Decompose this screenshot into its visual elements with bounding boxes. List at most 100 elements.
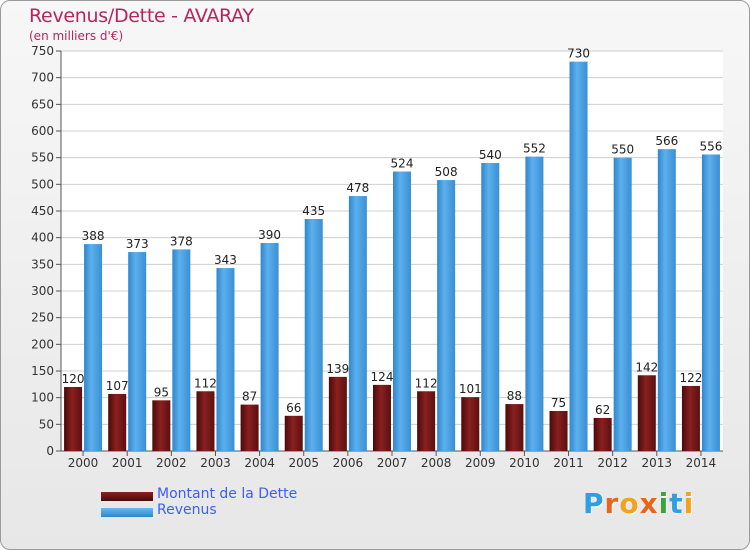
data-label: 122 <box>679 371 702 385</box>
data-label: 435 <box>302 204 325 218</box>
y-tick-label: 250 <box>31 311 54 325</box>
x-tick-label: 2002 <box>156 456 187 470</box>
bar-dette <box>681 385 700 451</box>
bar-dette <box>637 375 656 451</box>
bar-revenus <box>172 249 191 451</box>
data-label: 478 <box>346 181 369 195</box>
data-label: 95 <box>154 385 169 399</box>
x-tick-label: 2012 <box>597 456 628 470</box>
data-label: 107 <box>106 379 129 393</box>
x-tick-label: 2004 <box>244 456 275 470</box>
x-tick-label: 2000 <box>68 456 99 470</box>
bar-revenus <box>657 149 676 451</box>
legend-label-dette: Montant de la Dette <box>157 486 298 502</box>
x-tick-label: 2006 <box>333 456 364 470</box>
data-label: 552 <box>523 142 546 156</box>
bar-revenus <box>437 180 456 452</box>
bar-revenus <box>348 196 367 451</box>
data-label: 540 <box>479 148 502 162</box>
y-tick-label: 700 <box>31 71 54 85</box>
bar-revenus <box>613 157 632 451</box>
y-tick-label: 350 <box>31 257 54 271</box>
logo-letter: o <box>619 487 640 520</box>
x-tick-label: 2009 <box>465 456 496 470</box>
bar-revenus <box>569 61 588 452</box>
bar-revenus <box>216 268 235 451</box>
data-label: 373 <box>126 237 149 251</box>
bar-dette <box>505 404 524 451</box>
bar-dette <box>328 376 347 451</box>
data-label: 139 <box>326 362 349 376</box>
x-tick-label: 2014 <box>686 456 717 470</box>
data-label: 101 <box>459 382 482 396</box>
data-label: 566 <box>655 134 678 148</box>
logo-letter: P <box>583 487 605 520</box>
data-label: 66 <box>286 401 301 415</box>
bar-dette <box>196 391 215 451</box>
data-label: 87 <box>242 390 257 404</box>
bar-dette <box>152 400 171 451</box>
data-label: 112 <box>194 376 217 390</box>
y-tick-label: 650 <box>31 97 54 111</box>
plot-area <box>61 51 723 451</box>
data-label: 388 <box>82 229 105 243</box>
x-tick-label: 2013 <box>642 456 673 470</box>
bar-dette <box>240 404 259 451</box>
data-label: 390 <box>258 228 281 242</box>
data-label: 508 <box>435 165 458 179</box>
y-tick-label: 0 <box>46 444 54 458</box>
logo-letter: i <box>658 487 670 520</box>
data-label: 142 <box>635 360 658 374</box>
bar-revenus <box>525 156 544 451</box>
legend-swatch-dette <box>101 492 153 501</box>
data-label: 112 <box>415 376 438 390</box>
legend-swatch-revenus <box>101 508 153 517</box>
bar-dette <box>373 384 391 451</box>
bar-dette <box>64 387 83 451</box>
bar-revenus <box>304 219 323 451</box>
y-tick-label: 150 <box>31 364 54 378</box>
x-tick-label: 2007 <box>377 456 408 470</box>
chart-subtitle: (en milliers d'€) <box>29 29 124 43</box>
bar-dette <box>108 393 127 451</box>
y-tick-label: 200 <box>31 337 54 351</box>
y-tick-label: 450 <box>31 204 54 218</box>
bar-revenus <box>701 154 720 451</box>
bar-revenus <box>393 171 411 452</box>
logo-letter: r <box>604 487 620 520</box>
data-label: 550 <box>611 143 634 157</box>
x-tick-label: 2008 <box>421 456 452 470</box>
data-label: 124 <box>371 370 394 384</box>
bar-dette <box>417 391 436 451</box>
labels-layer: 0 50 100 150 200 250 300 350 400 450 500 550 600 650 7… <box>31 44 722 470</box>
y-tick-label: 500 <box>31 177 54 191</box>
legend-label-revenus: Revenus <box>157 502 217 518</box>
data-label: 378 <box>170 234 193 248</box>
chart-title: Revenus/Dette - AVARAY <box>29 5 254 27</box>
proxiti-logo: Proxiti <box>583 487 694 520</box>
y-tick-label: 100 <box>31 391 54 405</box>
data-label: 556 <box>699 139 722 153</box>
x-tick-label: 2011 <box>553 456 584 470</box>
y-tick-label: 300 <box>31 284 54 298</box>
logo-letter: x <box>639 487 659 520</box>
bar-revenus <box>481 163 500 451</box>
bar-revenus <box>84 244 103 451</box>
y-tick-label: 400 <box>31 231 54 245</box>
bar-dette <box>284 415 303 451</box>
logo-letter: t <box>669 487 684 520</box>
data-label: 62 <box>595 403 610 417</box>
y-tick-label: 600 <box>31 124 54 138</box>
x-tick-label: 2003 <box>200 456 231 470</box>
bar-dette <box>461 397 480 451</box>
data-label: 88 <box>507 389 522 403</box>
data-label: 343 <box>214 253 237 267</box>
bar-dette <box>549 411 568 451</box>
y-tick-label: 750 <box>31 44 54 58</box>
data-label: 730 <box>567 47 590 61</box>
grid-layer <box>56 50 723 456</box>
data-label: 524 <box>391 157 414 171</box>
data-label: 75 <box>551 396 566 410</box>
